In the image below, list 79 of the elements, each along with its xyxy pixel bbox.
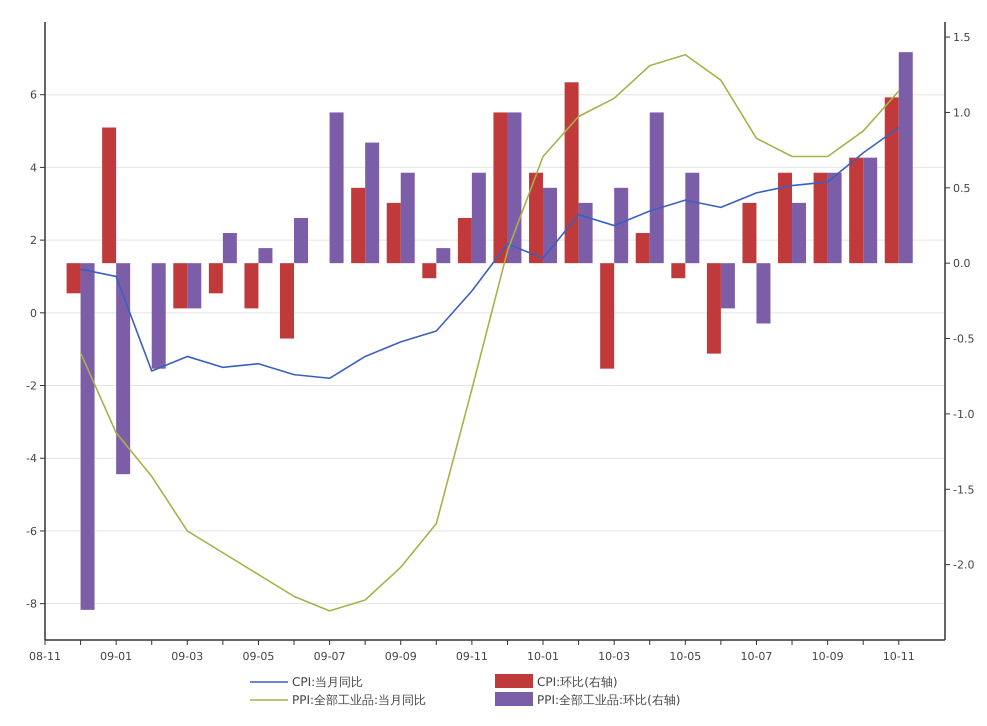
bar <box>66 263 81 294</box>
bar <box>600 263 614 369</box>
x-tick-label: 10-09 <box>812 650 844 663</box>
y2-tick-label: -0.5 <box>953 332 974 346</box>
y2-tick-label: 1.5 <box>953 31 970 44</box>
bar <box>529 172 544 264</box>
y2-tick-label: -1.5 <box>953 483 974 496</box>
bar <box>152 263 166 369</box>
y2-tick-label: 0.0 <box>953 257 970 270</box>
bar <box>400 172 415 264</box>
legend-label: CPI:当月同比 <box>292 675 364 689</box>
bar <box>898 52 913 264</box>
bar <box>706 263 721 354</box>
bar <box>756 263 770 324</box>
y2-tick-label: -1.0 <box>953 408 974 421</box>
x-tick-label: 09-07 <box>314 650 346 663</box>
bar <box>208 263 223 294</box>
bar <box>244 263 258 308</box>
bar <box>720 263 735 308</box>
bar <box>564 82 579 264</box>
x-tick-label: 10-03 <box>598 650 630 663</box>
legend-label: CPI:环比(右轴) <box>537 675 618 689</box>
bar <box>258 248 272 264</box>
bar <box>386 202 401 264</box>
bar <box>458 218 472 264</box>
y2-tick-label: 1.0 <box>953 106 970 120</box>
x-tick-label: 09-05 <box>242 650 274 663</box>
bar <box>778 172 792 264</box>
bar <box>280 263 294 339</box>
bar <box>578 202 593 264</box>
bar <box>685 172 700 264</box>
bar <box>187 263 202 308</box>
y-tick-label: 2 <box>30 234 37 248</box>
bar <box>650 112 664 264</box>
bar <box>543 188 558 264</box>
bar <box>849 158 864 264</box>
y-tick-label: -2 <box>26 380 37 393</box>
bar <box>614 188 628 264</box>
legend-label: PPI:全部工业品:当月同比 <box>292 693 426 707</box>
x-tick-label: 09-03 <box>171 650 204 663</box>
x-tick-label: 10-07 <box>740 650 772 663</box>
x-tick-label: 08-11 <box>29 650 61 663</box>
bar <box>422 263 436 278</box>
bar <box>792 202 806 264</box>
y2-tick-label: 0.5 <box>953 182 970 195</box>
bar <box>863 158 878 264</box>
bar <box>222 233 237 264</box>
x-tick-label: 10-05 <box>669 650 702 663</box>
bar <box>814 172 828 264</box>
x-tick-label: 09-11 <box>456 650 488 663</box>
bar <box>365 142 380 264</box>
bar <box>294 218 308 264</box>
bar <box>351 188 366 264</box>
bar <box>330 112 344 264</box>
legend-label: PPI:全部工业品:环比(右轴) <box>537 693 680 707</box>
bar <box>173 263 188 308</box>
y-tick-label: 0 <box>30 306 37 320</box>
x-tick-label: 10-01 <box>527 650 560 663</box>
bar <box>671 263 686 278</box>
y-tick-label: 4 <box>30 161 37 174</box>
y2-tick-label: -2.0 <box>953 558 974 572</box>
x-tick-label: 09-01 <box>100 650 132 663</box>
bar <box>884 97 899 264</box>
bar <box>828 172 842 264</box>
y-tick-label: -4 <box>26 452 37 466</box>
bar <box>507 112 522 264</box>
x-tick-label: 09-09 <box>384 650 417 663</box>
bar <box>116 263 130 474</box>
y-tick-label: -8 <box>26 598 37 611</box>
bar <box>436 248 450 264</box>
bar <box>742 202 756 264</box>
bar <box>636 233 650 264</box>
bar <box>493 112 508 264</box>
bar <box>80 263 95 610</box>
bar <box>472 172 486 264</box>
bar <box>102 128 116 264</box>
y-tick-label: -6 <box>26 524 37 538</box>
x-tick-label: 10-11 <box>882 650 915 663</box>
y-tick-label: 6 <box>30 88 37 102</box>
